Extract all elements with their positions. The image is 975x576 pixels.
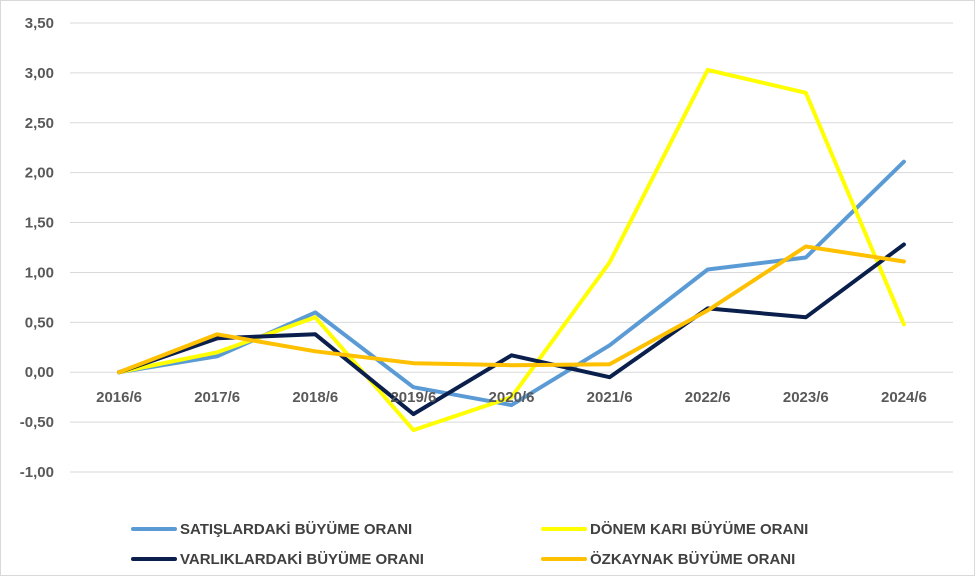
y-tick-label: 1,00: [25, 264, 54, 281]
legend-label: VARLIKLARDAKİ BÜYÜME ORANI: [180, 551, 424, 568]
legend-label: ÖZKAYNAK BÜYÜME ORANI: [590, 551, 795, 568]
x-tick-label: 2024/6: [881, 389, 927, 406]
y-tick-label: 2,00: [25, 165, 54, 182]
x-tick-label: 2023/6: [783, 389, 829, 406]
y-tick-label: 2,50: [25, 115, 54, 132]
x-tick-label: 2017/6: [194, 389, 240, 406]
y-tick-label: 3,00: [25, 65, 54, 82]
y-tick-label: 3,50: [25, 15, 54, 32]
legend-label: DÖNEM KARI BÜYÜME ORANI: [590, 521, 808, 538]
y-tick-label: 0,00: [25, 364, 54, 381]
y-tick-label: 1,50: [25, 215, 54, 232]
x-tick-label: 2021/6: [587, 389, 633, 406]
series-line-3: [117, 242, 906, 417]
y-tick-label: -0,50: [20, 414, 54, 431]
x-tick-label: 2020/6: [489, 389, 535, 406]
series-line-2: [117, 67, 906, 433]
y-axis-labels: 3,50 3,00 2,50 2,00 1,50 1,00 0,50 0,00 -0,50 -1,…: [20, 15, 54, 481]
x-tick-label: 2022/6: [685, 389, 731, 406]
legend: SATIŞLARDAKİ BÜYÜME ORANI DÖNEM KARI BÜYÜ…: [131, 521, 808, 568]
x-tick-label: 2019/6: [390, 389, 436, 406]
x-tick-label: 2016/6: [96, 389, 142, 406]
legend-label: SATIŞLARDAKİ BÜYÜME ORANI: [180, 521, 412, 538]
series-line-4: [117, 244, 906, 375]
series-lines: [117, 67, 906, 433]
y-tick-label: -1,00: [20, 464, 54, 481]
x-tick-label: 2018/6: [292, 389, 338, 406]
x-axis-labels: 2016/6 2017/6 2018/6 2019/6 2020/6 2021/6 2022…: [96, 389, 927, 406]
series-line-1: [117, 159, 906, 408]
gridlines: [70, 22, 953, 473]
y-tick-label: 0,50: [25, 314, 54, 331]
